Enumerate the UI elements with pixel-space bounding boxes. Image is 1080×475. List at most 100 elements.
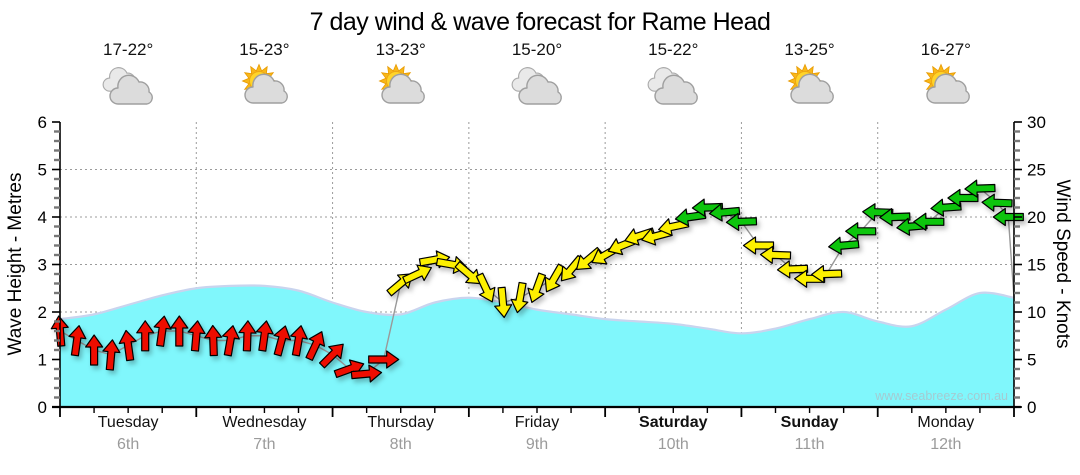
day-axis-column: Thursday 8th xyxy=(333,414,469,454)
day-name-label: Friday xyxy=(514,414,560,431)
day-date-label: 10th xyxy=(657,436,689,453)
forecast-day-column: 13-23° xyxy=(333,40,469,113)
weather-icon-sun-cloud xyxy=(878,63,1014,113)
wind-arrow-red xyxy=(305,331,326,361)
wave-axis-tick-label: 1 xyxy=(38,351,47,370)
wind-arrow-red xyxy=(153,315,172,347)
day-name-label: Wednesday xyxy=(222,414,307,431)
temperature-range: 13-23° xyxy=(375,40,426,59)
forecast-day-column: 15-23° xyxy=(196,40,332,113)
temperature-icon-row: 17-22° 15-23° 13-23° 15-20° 15-22° 13-25… xyxy=(60,40,1014,113)
wind-arrow-red xyxy=(170,315,189,347)
forecast-day-column: 17-22° xyxy=(60,40,196,113)
weather-icon-cloudy xyxy=(60,63,196,113)
page-title: 7 day wind & wave forecast for Rame Head xyxy=(309,8,771,36)
wind-arrow-red xyxy=(290,325,308,357)
temperature-range: 16-27° xyxy=(920,40,971,59)
day-date-label: 11th xyxy=(794,436,825,453)
wind-arrow-red xyxy=(136,320,155,352)
wave-height-area xyxy=(60,285,1014,407)
wind-arrow-red xyxy=(68,325,87,357)
wave-axis-tick-label: 4 xyxy=(38,208,47,227)
watermark: www.seabreeze.com.au xyxy=(874,389,1008,403)
wave-axis-tick-label: 2 xyxy=(38,303,47,322)
wind-arrow-yellow xyxy=(793,269,826,288)
wind-arrow-green xyxy=(828,236,860,255)
weather-icon-sun-cloud xyxy=(333,63,469,113)
temperature-range: 17-22° xyxy=(103,40,154,59)
wind-arrow-green xyxy=(879,208,911,227)
day-name-label: Thursday xyxy=(367,414,435,431)
weather-icon-cloudy xyxy=(605,63,741,113)
wind-axis-tick-label: 25 xyxy=(1027,161,1046,180)
wind-arrow-green xyxy=(964,179,996,198)
wind-arrow-yellow xyxy=(402,264,432,285)
wind-axis-tick-label: 0 xyxy=(1027,398,1036,417)
wind-axis-tick-label: 30 xyxy=(1027,113,1046,132)
wave-height-axis-label: Wave Height - Metres xyxy=(5,172,26,356)
temperature-range: 13-25° xyxy=(784,40,835,59)
weather-icon-sun-cloud xyxy=(196,63,332,113)
wind-arrow-yellow xyxy=(494,286,513,319)
wind-arrow-yellow xyxy=(510,281,529,314)
wind-arrow-red xyxy=(221,325,240,357)
wind-axis-tick-label: 15 xyxy=(1027,256,1046,275)
wind-arrow-green xyxy=(992,207,1024,227)
wind-arrow-red xyxy=(118,329,137,362)
forecast-day-column: 15-22° xyxy=(605,40,741,113)
wind-arrow-yellow xyxy=(759,245,792,264)
day-axis-column: Sunday 11th xyxy=(741,414,877,454)
day-axis-column: Saturday 10th xyxy=(605,414,741,454)
day-name-label: Sunday xyxy=(780,414,839,431)
wave-axis-tick-label: 3 xyxy=(38,256,47,275)
day-label-row: Tuesday 6th Wednesday 7th Thursday 8th Friday 9… xyxy=(60,414,1014,454)
day-date-label: 6th xyxy=(117,436,140,453)
wind-arrow-green xyxy=(930,198,962,217)
day-date-label: 12th xyxy=(930,436,962,453)
wind-arrow-yellow xyxy=(576,246,603,271)
wave-axis-tick-label: 5 xyxy=(38,161,47,180)
wind-speed-axis-label: Wind Speed - Knots xyxy=(1052,179,1073,349)
day-name-label: Monday xyxy=(917,414,975,431)
wind-arrow-yellow xyxy=(544,263,566,293)
wind-arrow-green xyxy=(845,222,877,241)
weather-icon-cloudy xyxy=(469,63,605,113)
wind-arrow-yellow xyxy=(811,265,843,284)
wind-arrow-red xyxy=(350,364,383,383)
day-name-label: Saturday xyxy=(639,414,708,431)
wind-arrow-red xyxy=(204,324,223,357)
wind-arrow-red xyxy=(318,343,344,369)
day-axis-column: Monday 12th xyxy=(878,414,1014,454)
wind-arrow-red xyxy=(84,334,104,366)
wind-axis-tick-label: 20 xyxy=(1027,208,1046,227)
forecast-day-column: 15-20° xyxy=(469,40,605,113)
wind-arrow-green xyxy=(947,188,979,208)
forecast-day-column: 13-25° xyxy=(741,40,877,113)
day-name-label: Tuesday xyxy=(97,414,159,431)
wind-arrow-yellow xyxy=(527,272,547,303)
wind-arrow-green xyxy=(981,193,1013,212)
wind-arrow-red xyxy=(187,320,206,352)
wind-axis-tick-label: 10 xyxy=(1027,303,1046,322)
day-date-label: 8th xyxy=(389,436,412,453)
wind-arrow-red xyxy=(273,325,292,357)
day-date-label: 7th xyxy=(253,436,276,453)
temperature-range: 15-22° xyxy=(648,40,699,59)
day-axis-column: Tuesday 6th xyxy=(60,414,196,454)
wind-arrow-red xyxy=(238,320,257,352)
wind-arrow-yellow xyxy=(742,236,775,255)
wind-arrow-yellow xyxy=(475,272,496,303)
day-axis-column: Wednesday 7th xyxy=(196,414,332,454)
wind-arrow-green xyxy=(708,203,741,222)
weather-icon-sun-cloud xyxy=(741,63,877,113)
wind-arrow-yellow xyxy=(454,261,481,285)
wave-axis-tick-label: 6 xyxy=(38,113,47,132)
temperature-range: 15-23° xyxy=(239,40,290,59)
forecast-day-column: 16-27° xyxy=(878,40,1014,113)
wind-arrow-red xyxy=(102,339,121,371)
temperature-range: 15-20° xyxy=(511,40,563,59)
wind-arrows xyxy=(50,179,1024,383)
wind-arrow-yellow xyxy=(776,260,809,279)
